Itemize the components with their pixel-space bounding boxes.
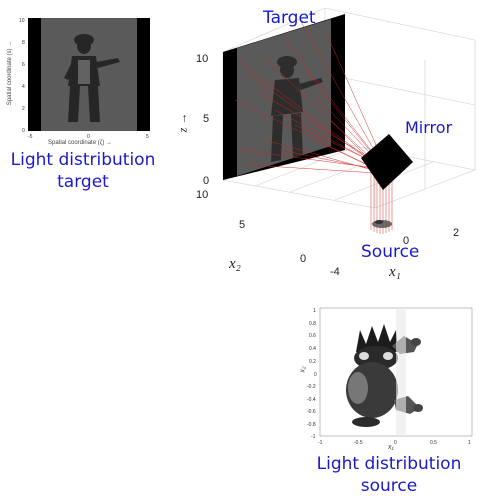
target-caption-line2: target <box>57 172 109 192</box>
mirror-surface <box>361 134 413 190</box>
target-x-tick: -5 <box>28 134 33 140</box>
source-y-tick: 0.8 <box>309 321 316 327</box>
z-axis-label: z → <box>175 112 190 133</box>
target-x-tick: 5 <box>146 134 149 140</box>
target-y-tick: 10 <box>19 18 25 24</box>
source-x-tick: -1 <box>318 440 323 446</box>
source-y-tick: -0.6 <box>307 409 316 415</box>
z-tick: 5 <box>203 113 209 125</box>
target-x-axis-label: Spatial coordinate (ζ) → <box>48 140 113 146</box>
target-distribution-panel: 0 2 4 6 8 10 -5 0 5 Spatial coordinate (… <box>0 0 160 210</box>
source-y-tick: 0 <box>314 372 317 378</box>
target-caption-line1: Light distribution <box>10 150 156 170</box>
scene-source-label: Source <box>361 242 420 262</box>
source-x-tick: 1 <box>468 440 471 446</box>
source-y-axis-label: x₂ <box>299 366 307 373</box>
target-figure-image <box>64 34 120 122</box>
scene-target-figure <box>271 56 323 162</box>
x2-tick: 5 <box>239 219 245 231</box>
source-caption-line1: Light distribution <box>316 454 462 474</box>
optical-scene-drawing: 0 5 10 10 5 0 -4 0 2 <box>196 7 476 278</box>
target-y-tick: 6 <box>22 62 25 68</box>
source-x-tick: 0.5 <box>430 440 437 446</box>
x2-axis-label: x₂ <box>229 256 241 272</box>
target-distribution-plot: 0 2 4 6 8 10 -5 0 5 <box>19 18 150 140</box>
target-y-axis-label: Spatial coordinate (s) → <box>7 40 13 106</box>
z-tick: 0 <box>203 175 209 187</box>
source-distribution-panel: 1 0.8 0.6 0.4 0.2 0 -0.2 -0.4 -0.6 -0.8 … <box>296 300 482 496</box>
scene-mirror-label: Mirror <box>405 118 453 137</box>
source-y-tick: -0.2 <box>307 384 316 390</box>
x1-tick: 2 <box>453 227 459 239</box>
scene-target-label: Target <box>263 8 316 28</box>
source-x-tick: -0.5 <box>354 440 363 446</box>
x2-tick: 10 <box>196 189 208 201</box>
target-y-tick: 8 <box>22 40 25 46</box>
x1-tick: -4 <box>330 266 340 278</box>
x2-tick: 0 <box>300 253 306 265</box>
x1-tick: 0 <box>403 235 409 247</box>
source-y-tick: 0.6 <box>309 333 316 339</box>
source-frog-image <box>346 324 423 427</box>
source-x-tick: 0 <box>394 440 397 446</box>
source-y-tick: 0.4 <box>309 346 316 352</box>
source-distribution-plot: 1 0.8 0.6 0.4 0.2 0 -0.2 -0.4 -0.6 -0.8 … <box>307 307 473 446</box>
optical-scene: 0 5 10 10 5 0 -4 0 2 Target Mirror Sourc… <box>175 0 482 290</box>
source-x-axis-label: x₁ <box>388 444 394 451</box>
source-y-tick: 1 <box>313 308 316 314</box>
source-y-tick: -1 <box>311 434 316 440</box>
x1-axis-label: x₁ <box>389 264 401 280</box>
target-y-tick: 4 <box>22 84 25 90</box>
z-tick: 10 <box>196 53 208 65</box>
source-y-tick: -0.4 <box>307 397 316 403</box>
target-y-tick: 2 <box>22 106 25 112</box>
target-x-tick: 0 <box>87 134 90 140</box>
source-y-tick: -0.8 <box>307 422 316 428</box>
target-y-tick: 0 <box>22 128 25 134</box>
source-caption-line2: source <box>360 476 418 496</box>
source-y-tick: 0.2 <box>309 359 316 365</box>
source-spot <box>372 220 392 228</box>
